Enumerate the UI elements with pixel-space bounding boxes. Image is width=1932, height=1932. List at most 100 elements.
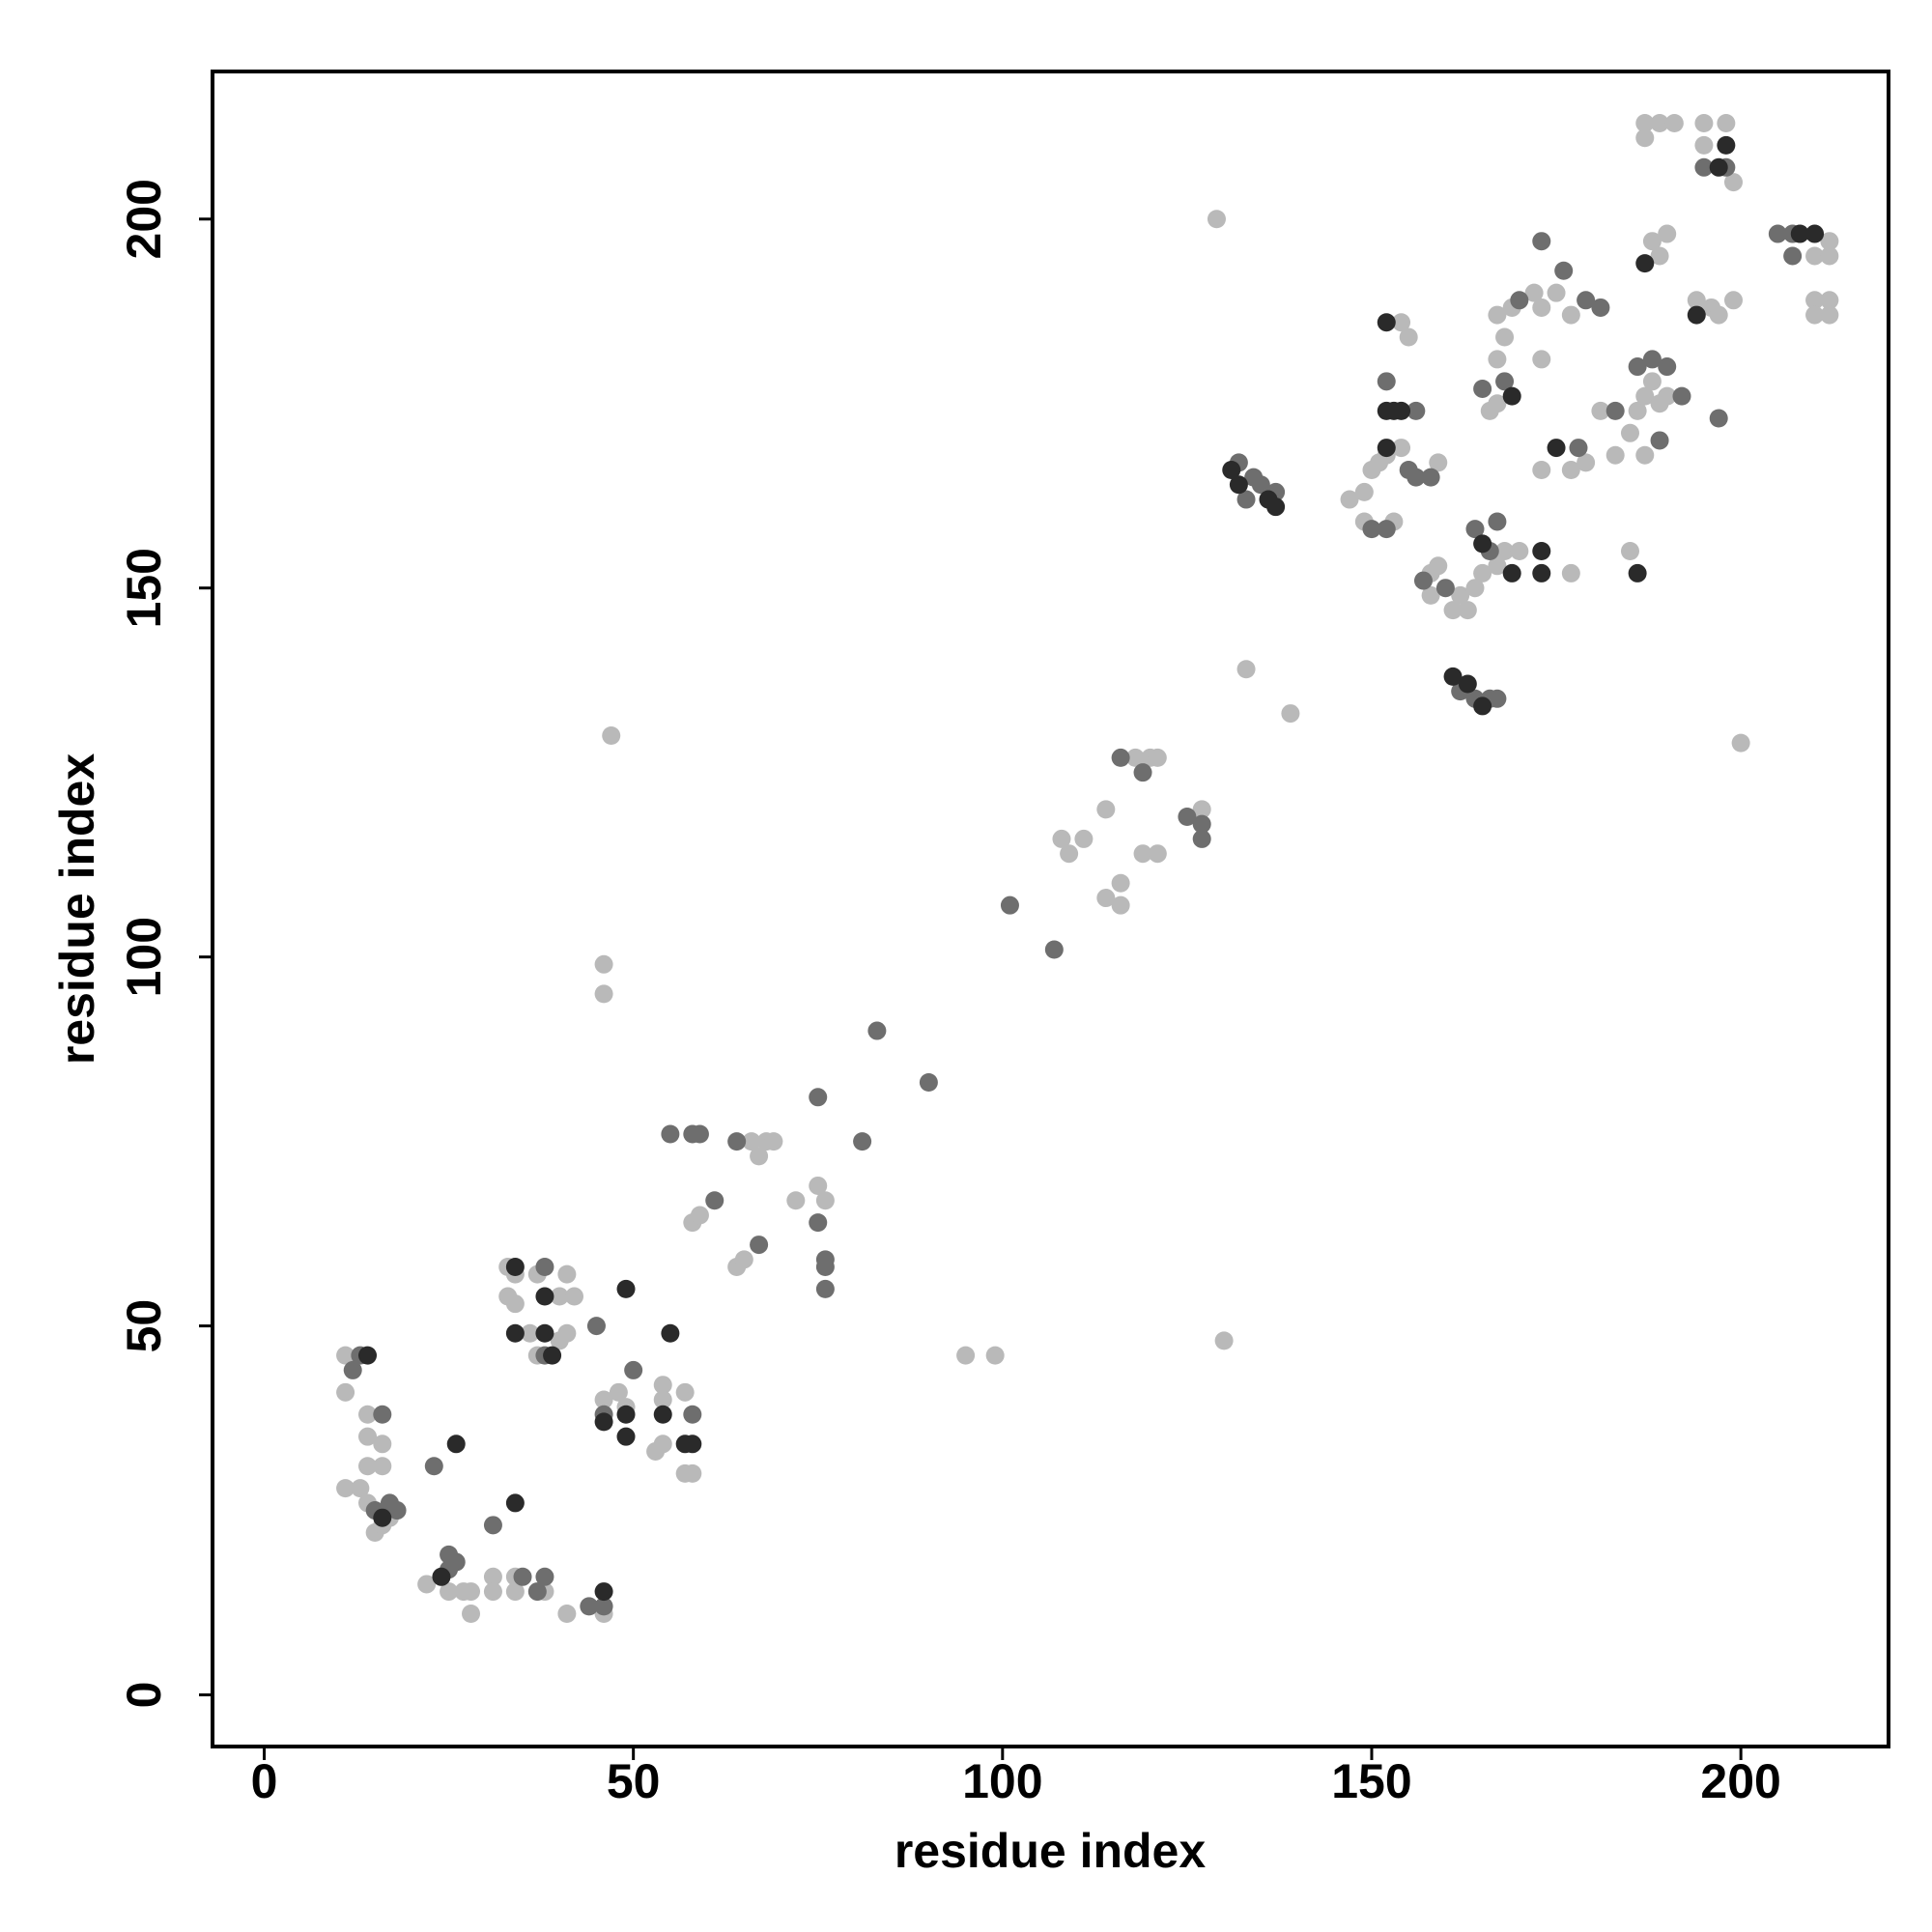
point (1473, 563, 1492, 582)
point (985, 1346, 1005, 1365)
point (867, 1021, 887, 1040)
point (462, 1582, 481, 1602)
point (750, 1236, 769, 1255)
point (1133, 763, 1152, 782)
point (742, 1132, 761, 1151)
point (1723, 291, 1743, 310)
point (387, 1501, 407, 1520)
point (580, 1597, 599, 1616)
point (1392, 439, 1411, 458)
point (1392, 313, 1411, 332)
point (1717, 113, 1736, 132)
point (1532, 298, 1551, 317)
point (1605, 445, 1625, 465)
point (727, 1132, 747, 1151)
point (1377, 372, 1396, 391)
point (550, 1287, 569, 1306)
point (521, 1323, 540, 1343)
point (1532, 563, 1551, 582)
point (1805, 246, 1825, 266)
point (661, 1323, 680, 1343)
point (956, 1346, 976, 1365)
point (373, 1435, 392, 1454)
x-tick-label: 100 (962, 1754, 1042, 1808)
point (1635, 113, 1655, 132)
point (705, 1191, 724, 1210)
point (1805, 305, 1825, 325)
point (1524, 283, 1544, 302)
point (1207, 210, 1226, 229)
point (1532, 350, 1551, 369)
x-tick-label: 0 (251, 1754, 278, 1808)
point (1214, 1331, 1234, 1350)
point (1635, 445, 1655, 465)
point (616, 1427, 636, 1446)
point (505, 1323, 525, 1343)
point (483, 1516, 502, 1535)
point (1111, 873, 1130, 893)
point (1377, 439, 1396, 458)
point (440, 1582, 459, 1602)
point (424, 1457, 443, 1476)
point (1628, 357, 1647, 377)
point (343, 1360, 362, 1379)
point (616, 1405, 636, 1424)
point (1790, 224, 1809, 243)
point (1406, 468, 1426, 487)
point (1694, 113, 1714, 132)
point (1658, 357, 1677, 377)
point (1820, 291, 1839, 310)
point (1488, 394, 1507, 413)
point (1488, 305, 1507, 325)
point (1694, 135, 1714, 155)
y-tick-label: 150 (117, 548, 171, 628)
point (557, 1323, 577, 1343)
point (586, 1317, 606, 1336)
point (373, 1405, 392, 1424)
point (815, 1191, 835, 1210)
point (1111, 748, 1130, 767)
point (505, 1257, 525, 1276)
point (1429, 453, 1448, 472)
point (1561, 305, 1580, 325)
x-tick-label: 50 (607, 1754, 661, 1808)
point (535, 1287, 554, 1306)
point (513, 1567, 532, 1586)
point (505, 1294, 525, 1314)
point (1458, 674, 1477, 694)
point (690, 1124, 709, 1144)
point (594, 954, 613, 974)
point (594, 1597, 613, 1616)
point (1052, 829, 1071, 848)
point (1377, 401, 1396, 420)
point (750, 1147, 769, 1166)
point (1768, 224, 1787, 243)
point (1192, 814, 1211, 834)
point (815, 1257, 835, 1276)
point (336, 1382, 355, 1402)
point (1532, 542, 1551, 561)
point (527, 1582, 547, 1602)
point (675, 1382, 695, 1402)
y-tick-label: 50 (117, 1299, 171, 1353)
point (1628, 401, 1647, 420)
plot-frame (211, 70, 1890, 1748)
point (1096, 800, 1116, 819)
point (594, 984, 613, 1004)
point (373, 1508, 392, 1527)
point (653, 1435, 672, 1454)
point (1429, 556, 1448, 576)
point (1236, 660, 1256, 679)
point (653, 1376, 672, 1395)
point (594, 1582, 613, 1602)
point (1687, 291, 1706, 310)
point (683, 1435, 702, 1454)
point (1577, 453, 1596, 472)
point (1820, 232, 1839, 251)
point (1783, 246, 1803, 266)
y-tick-label: 0 (117, 1682, 171, 1709)
point (1148, 748, 1167, 767)
point (336, 1479, 355, 1498)
point (1561, 563, 1580, 582)
point (1642, 232, 1662, 251)
